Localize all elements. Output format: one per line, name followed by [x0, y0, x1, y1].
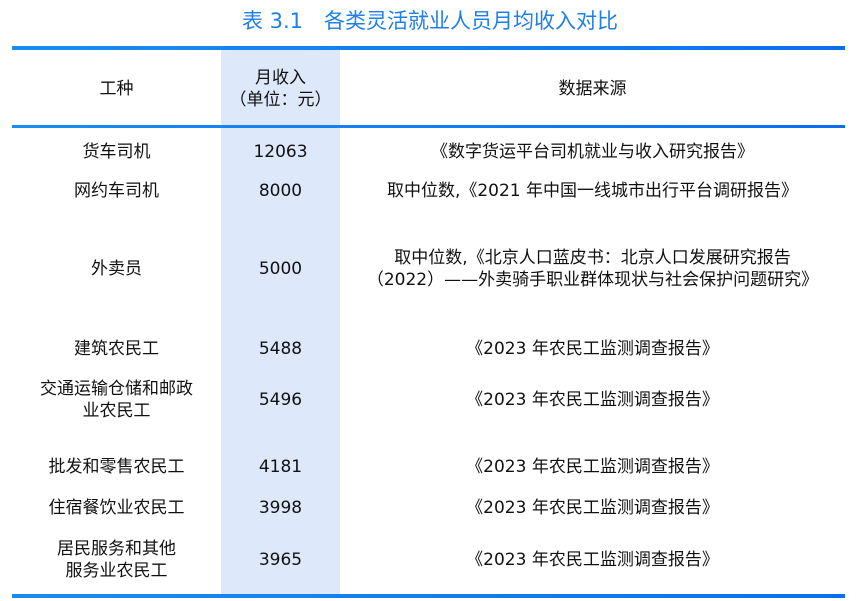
- header-income: 月收入 （单位：元）: [221, 50, 340, 128]
- header-rule: [12, 125, 845, 128]
- cell-source: 《2023 年农民工监测调查报告》: [466, 339, 719, 359]
- cell-type: 批发和零售农民工: [48, 457, 185, 477]
- header-source: 数据来源: [558, 79, 627, 99]
- top-rule: [12, 46, 845, 50]
- cell-income: 12063: [253, 142, 308, 162]
- cell-income: 5496: [258, 390, 303, 410]
- table-row: 网约车司机 8000 取中位数,《2021 年中国一线城市出行平台调研报告》: [12, 172, 845, 210]
- table-row: 批发和零售农民工 4181 《2023 年农民工监测调查报告》: [12, 446, 845, 488]
- type-line2: 业农民工: [82, 401, 151, 421]
- table-row: 建筑农民工 5488 《2023 年农民工监测调查报告》: [12, 328, 845, 370]
- cell-source: 《2023 年农民工监测调查报告》: [466, 457, 719, 477]
- cell-type: 货车司机: [82, 142, 151, 162]
- bottom-rule: [12, 594, 845, 598]
- cell-source: 取中位数,《北京人口蓝皮书：北京人口发展研究报告 （2022）——外卖骑手职业群体…: [340, 210, 845, 328]
- header-type: 工种: [99, 79, 134, 99]
- cell-income: 5488: [258, 339, 303, 359]
- cell-type: 建筑农民工: [74, 339, 159, 359]
- cell-income: 4181: [258, 457, 303, 477]
- income-table: 工种 月收入 （单位：元） 数据来源 货车司机 12063 《数字货运平台司机就业与收…: [12, 50, 845, 592]
- source-line2: （2022）——外卖骑手职业群体现状与社会保护问题研究》: [366, 270, 819, 290]
- cell-source: 《2023 年农民工监测调查报告》: [466, 390, 719, 410]
- cell-type: 交通运输仓储和邮政 业农民工: [12, 370, 221, 446]
- source-line1: 取中位数,《北京人口蓝皮书：北京人口发展研究报告: [394, 248, 791, 268]
- table-header: 工种 月收入 （单位：元） 数据来源: [12, 50, 845, 128]
- cell-source: 《2023 年农民工监测调查报告》: [466, 498, 719, 518]
- table-row: 交通运输仓储和邮政 业农民工 5496 《2023 年农民工监测调查报告》: [12, 370, 845, 446]
- table-title: 表 3.1 各类灵活就业人员月均收入对比: [241, 9, 619, 33]
- type-line1: 交通运输仓储和邮政: [40, 379, 193, 399]
- table-row: 货车司机 12063 《数字货运平台司机就业与收入研究报告》: [12, 132, 845, 172]
- cell-source: 取中位数,《2021 年中国一线城市出行平台调研报告》: [386, 181, 799, 201]
- cell-type: 居民服务和其他 服务业农民工: [12, 528, 221, 592]
- header-income-line2: （单位：元）: [229, 90, 332, 110]
- cell-type: 住宿餐饮业农民工: [48, 498, 185, 518]
- cell-source: 《数字货运平台司机就业与收入研究报告》: [431, 142, 754, 162]
- type-line1: 居民服务和其他: [57, 539, 176, 559]
- cell-type: 网约车司机: [74, 181, 159, 201]
- table-row: 住宿餐饮业农民工 3998 《2023 年农民工监测调查报告》: [12, 488, 845, 528]
- income-column-highlight: [221, 50, 340, 596]
- table-row: 居民服务和其他 服务业农民工 3965 《2023 年农民工监测调查报告》: [12, 528, 845, 592]
- cell-income: 3965: [258, 550, 303, 570]
- cell-income: 3998: [258, 498, 303, 518]
- header-income-line1: 月收入: [255, 68, 306, 88]
- table-row: 外卖员 5000 取中位数,《北京人口蓝皮书：北京人口发展研究报告 （2022）——外…: [12, 210, 845, 328]
- cell-type: 外卖员: [91, 259, 142, 279]
- cell-income: 8000: [258, 181, 303, 201]
- type-line2: 服务业农民工: [65, 561, 168, 581]
- cell-income: 5000: [258, 259, 303, 279]
- cell-source: 《2023 年农民工监测调查报告》: [466, 550, 719, 570]
